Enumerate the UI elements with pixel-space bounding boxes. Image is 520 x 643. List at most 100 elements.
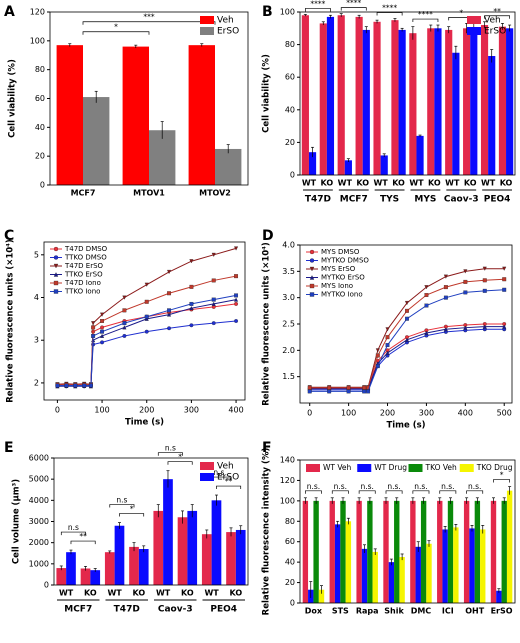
- group-label: MCF7: [64, 605, 92, 615]
- bar: [415, 546, 421, 603]
- legend-marker: [53, 263, 59, 269]
- bar: [453, 527, 459, 603]
- y-axis-label: Relative fluorescence units (×10⁴): [262, 242, 272, 406]
- marker: [189, 306, 194, 311]
- marker: [167, 326, 172, 331]
- axes-frame: [299, 11, 516, 176]
- legend-swatch: [200, 16, 214, 24]
- marker: [211, 321, 216, 326]
- x-tick-label: KO: [133, 589, 146, 598]
- bar: [319, 23, 327, 175]
- significance-bracket: [82, 31, 150, 35]
- significance-label: n.s: [213, 468, 224, 477]
- y-axis-label: Cell viability (%): [262, 54, 272, 133]
- axes-frame: [299, 244, 513, 404]
- bar: [355, 16, 363, 175]
- significance-bracket: [82, 21, 216, 25]
- y-tick-label: 140: [280, 456, 295, 465]
- panel-label: F: [262, 440, 272, 456]
- legend-marker: [53, 280, 59, 286]
- significance-label: n.s.: [307, 482, 320, 491]
- marker: [211, 278, 216, 283]
- marker: [167, 291, 172, 296]
- legend-label: TTKO Iono: [64, 288, 100, 296]
- legend-marker: [309, 275, 315, 280]
- x-tick-label: ErSO: [491, 607, 513, 616]
- bar: [318, 589, 325, 603]
- x-tick-label: 300: [419, 409, 434, 418]
- marker: [424, 285, 429, 290]
- bar: [326, 16, 335, 175]
- y-tick-label: 3.0: [282, 293, 295, 302]
- bar: [362, 29, 370, 176]
- marker: [100, 329, 105, 334]
- marker: [234, 274, 239, 279]
- marker: [73, 383, 78, 388]
- x-tick-label: KO: [356, 179, 369, 188]
- y-tick-label: 120: [280, 476, 295, 485]
- marker: [211, 301, 216, 306]
- y-tick-label: 0: [290, 171, 295, 180]
- bar: [226, 532, 236, 585]
- marker: [100, 340, 105, 345]
- legend-swatch: [306, 464, 320, 472]
- bar: [501, 500, 507, 603]
- bar: [383, 500, 389, 603]
- panel-label: C: [4, 228, 14, 244]
- x-tick-label: 100: [341, 409, 356, 418]
- y-tick-label: 80: [35, 65, 45, 74]
- y-tick-label: 0: [44, 581, 49, 590]
- legend-label: Veh: [217, 462, 234, 472]
- bar: [480, 529, 486, 603]
- marker: [234, 246, 239, 251]
- significance-label: n.s.: [441, 482, 454, 491]
- legend-swatch: [200, 462, 214, 470]
- x-tick-label: 0: [307, 409, 312, 418]
- x-tick-label: KO: [464, 179, 477, 188]
- bar: [474, 500, 481, 603]
- significance-bracket: [216, 485, 242, 490]
- marker: [167, 312, 172, 317]
- marker: [100, 325, 105, 330]
- marker: [482, 288, 487, 293]
- x-tick-label: WT: [373, 179, 388, 188]
- bar: [114, 525, 125, 585]
- legend-marker: [53, 246, 59, 252]
- y-tick-label: 6000: [29, 454, 49, 463]
- bar: [496, 590, 502, 603]
- bar: [129, 546, 139, 585]
- x-tick-label: KO: [84, 589, 97, 598]
- marker: [375, 364, 380, 369]
- bar: [211, 500, 222, 585]
- x-tick-label: 200: [139, 406, 154, 415]
- axes-frame: [53, 457, 249, 586]
- marker: [327, 389, 332, 394]
- marker: [385, 343, 390, 348]
- y-tick-label: 100: [280, 496, 295, 505]
- significance-label: ****: [310, 0, 325, 8]
- bar: [177, 517, 188, 585]
- marker: [55, 383, 60, 388]
- bar: [188, 45, 215, 186]
- significance-bracket: [70, 540, 96, 545]
- significance-bracket: [412, 18, 439, 23]
- x-tick-label: KO: [230, 589, 243, 598]
- bar: [410, 500, 416, 603]
- significance-bracket: [119, 513, 145, 517]
- bar: [506, 28, 514, 175]
- marker: [144, 282, 149, 287]
- significance-bracket: [439, 490, 457, 494]
- group-label: TYS: [380, 195, 399, 205]
- x-tick-label: MCF7: [71, 189, 96, 198]
- y-tick-label: 40: [35, 123, 45, 132]
- bar: [187, 510, 198, 585]
- legend-label: MYS DMSO: [321, 248, 360, 256]
- marker: [82, 383, 87, 388]
- legend-marker: [53, 255, 59, 260]
- panel-label: A: [4, 4, 15, 20]
- bar: [104, 552, 115, 585]
- y-tick-label: 2.0: [282, 346, 295, 355]
- bar: [409, 33, 417, 175]
- x-tick-label: WT: [445, 179, 460, 188]
- significance-bracket: [358, 490, 376, 494]
